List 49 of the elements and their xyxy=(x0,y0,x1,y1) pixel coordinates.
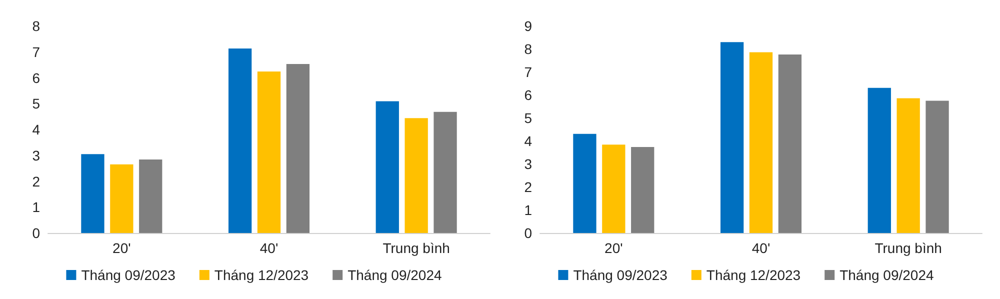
bar xyxy=(81,154,104,233)
x-tick-label: 40' xyxy=(260,240,278,256)
bar xyxy=(778,54,802,233)
y-tick-label: 8 xyxy=(524,41,532,57)
bar xyxy=(602,144,626,233)
bar xyxy=(404,118,428,233)
y-tick-label: 5 xyxy=(524,110,532,126)
bar xyxy=(110,164,134,233)
y-tick-label: 9 xyxy=(524,18,532,34)
y-tick-label: 3 xyxy=(32,147,40,164)
y-tick-label: 6 xyxy=(524,87,532,103)
x-tick-label: 20' xyxy=(112,240,131,256)
y-tick-label: 4 xyxy=(524,133,532,149)
x-tick-label: 40' xyxy=(752,240,770,256)
y-tick-label: 7 xyxy=(32,44,40,60)
y-tick-label: 4 xyxy=(32,122,40,138)
y-tick-label: 1 xyxy=(32,199,40,216)
bar xyxy=(139,160,162,233)
legend-label: Tháng 12/2023 xyxy=(706,267,801,283)
legend-label: Tháng 09/2023 xyxy=(81,267,176,283)
y-tick-label: 7 xyxy=(524,64,532,80)
bar xyxy=(720,42,744,233)
bar xyxy=(749,52,773,233)
y-tick-label: 6 xyxy=(32,70,40,86)
legend-label: Tháng 09/2023 xyxy=(573,267,668,283)
legend-label: Tháng 09/2024 xyxy=(348,267,442,283)
bar xyxy=(631,146,654,233)
y-tick-label: 0 xyxy=(32,225,40,241)
x-tick-label: Trung bình xyxy=(382,240,450,256)
y-tick-label: 8 xyxy=(32,18,40,34)
y-tick-label: 2 xyxy=(32,173,40,190)
bar xyxy=(868,88,891,233)
y-tick-label: 5 xyxy=(32,96,40,112)
bar xyxy=(573,134,596,233)
y-tick-label: 3 xyxy=(524,156,532,172)
y-tick-label: 1 xyxy=(524,202,532,218)
bar xyxy=(257,72,281,233)
legend-label: Tháng 12/2023 xyxy=(214,267,309,283)
x-tick-label: 20' xyxy=(604,240,623,256)
legend-label: Tháng 09/2024 xyxy=(840,267,934,283)
y-tick-label: 2 xyxy=(524,179,532,195)
y-tick-label: 0 xyxy=(524,225,532,241)
bar xyxy=(926,100,949,233)
bar xyxy=(376,101,399,233)
bar xyxy=(228,48,252,233)
bar xyxy=(434,112,457,233)
x-tick-label: Trung bình xyxy=(874,240,942,256)
bar xyxy=(896,98,920,233)
bar xyxy=(286,64,310,233)
